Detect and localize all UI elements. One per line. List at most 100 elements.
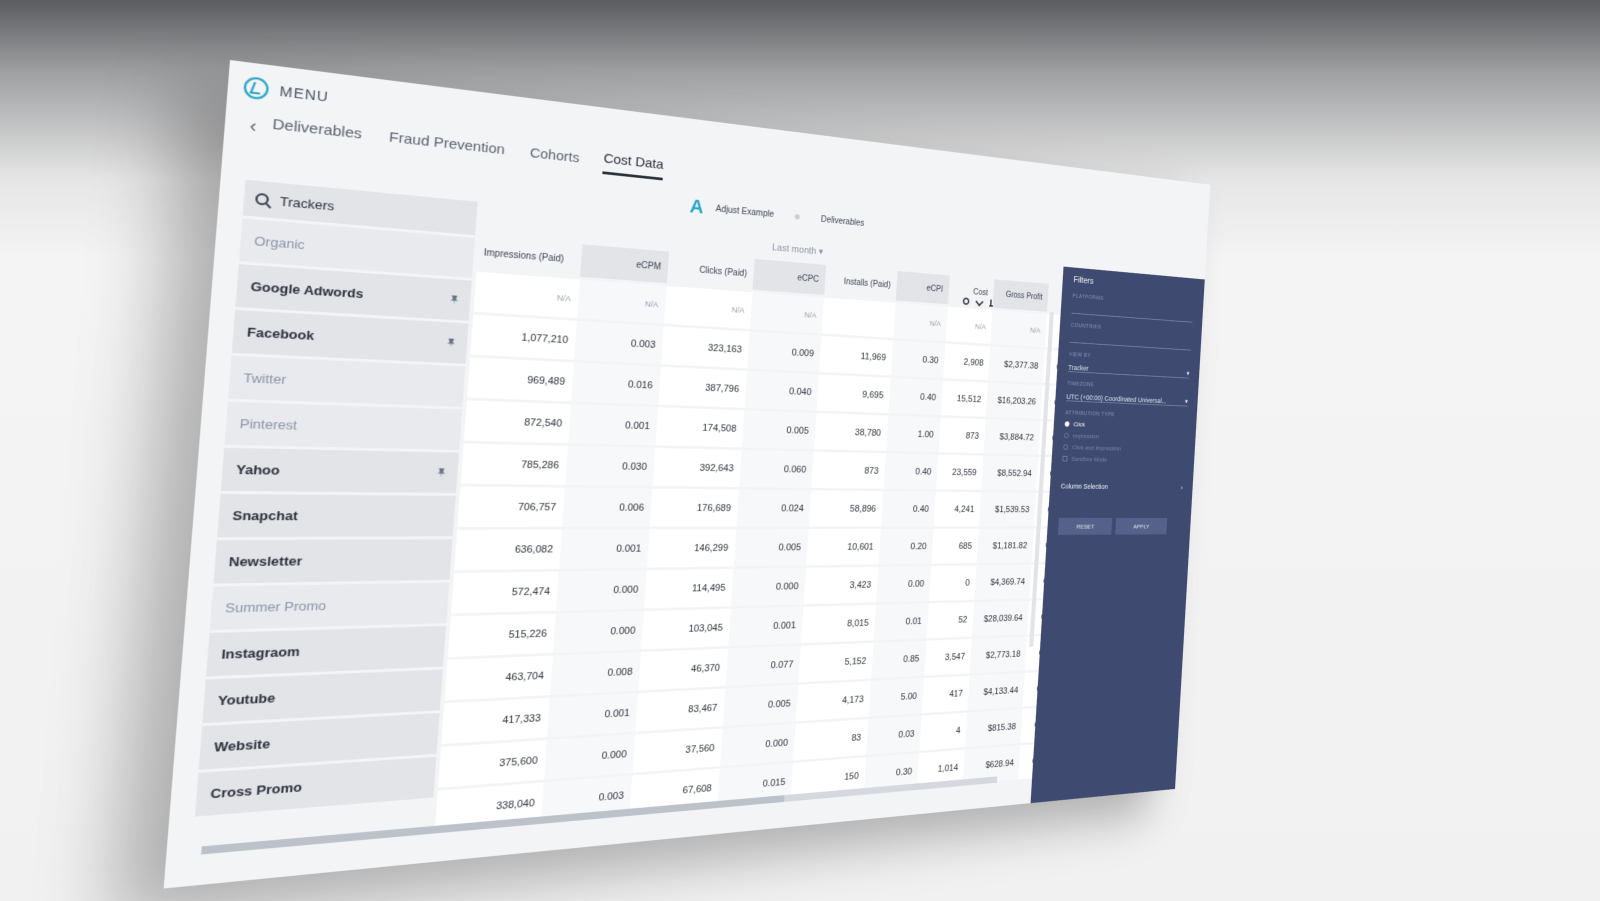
view-by-value: Tracker <box>1068 363 1089 372</box>
table-cell <box>822 298 896 338</box>
table-cell: 5,152 <box>798 643 873 682</box>
column-header[interactable]: eCPC <box>753 259 827 295</box>
tracker-row[interactable]: Instagraom <box>206 626 446 677</box>
table-cell: 146,299 <box>647 529 736 567</box>
table-cell: 8,015 <box>801 605 876 643</box>
table-cell: 11,969 <box>819 336 893 376</box>
filters-title: Filters <box>1073 275 1194 295</box>
table-cell: 872,540 <box>464 400 571 443</box>
table-cell: 15,512 <box>941 381 988 417</box>
table-cell: 375,600 <box>438 740 547 788</box>
column-selection[interactable]: Column Selection › <box>1061 482 1183 491</box>
table-cell: $3,884.72 <box>984 419 1041 454</box>
tracker-name: Cross Promo <box>210 780 303 802</box>
table-cell: 572,474 <box>451 571 559 613</box>
table-cell: 3,423 <box>804 567 879 604</box>
sandbox-checkbox[interactable]: Sandbox Mode <box>1062 455 1184 465</box>
tab-fraud-prevention[interactable]: Fraud Prevention <box>388 129 505 163</box>
table-cell: 38,780 <box>814 413 888 451</box>
tracker-row[interactable]: Newsletter <box>213 539 452 583</box>
tracker-row[interactable]: Summer Promo <box>210 582 450 629</box>
table-cell: $4,369.74 <box>974 565 1031 600</box>
table-cell: 0.001 <box>728 607 803 646</box>
table-cell: 463,704 <box>445 656 553 701</box>
tracker-name: Instagraom <box>221 644 300 662</box>
reset-button[interactable]: RESET <box>1058 518 1112 535</box>
table-cell: 37,560 <box>633 729 723 773</box>
table-cell: 4,173 <box>796 681 871 721</box>
tracker-list: Organic Google Adwords Facebook Twitter Pint… <box>195 218 475 816</box>
tracker-row[interactable]: Twitter <box>228 356 465 407</box>
table-cell: 417 <box>922 676 970 713</box>
menu-button[interactable]: MENU <box>243 76 330 108</box>
tracker-name: Twitter <box>243 370 287 387</box>
tracker-name: Yahoo <box>236 462 281 478</box>
table-cell: 0.024 <box>736 490 811 527</box>
table-cell: 1.00 <box>886 416 941 453</box>
logo-icon <box>243 76 269 101</box>
table-cell: $815.38 <box>965 709 1023 747</box>
table-cell: 0.001 <box>568 404 658 445</box>
back-chevron-icon[interactable]: ‹ <box>249 115 257 136</box>
apply-button[interactable]: APPLY <box>1115 518 1167 535</box>
table-cell: N/A <box>946 307 993 344</box>
column-header[interactable]: Clicks (Paid) <box>667 252 755 290</box>
table-cell: 176,689 <box>650 489 739 527</box>
radio-click[interactable]: Click <box>1065 420 1187 431</box>
table-cell: 103,045 <box>641 609 731 650</box>
table-cell: $2,773.18 <box>970 637 1027 674</box>
table-cell: 58,896 <box>809 490 884 526</box>
column-header[interactable]: Gross Profit <box>993 279 1049 311</box>
pin-icon[interactable] <box>437 468 446 478</box>
separator-dot <box>795 214 800 220</box>
column-header[interactable]: eCPM <box>580 244 669 283</box>
table-cell: 873 <box>939 417 986 453</box>
column-header[interactable]: Installs (Paid) <box>824 265 897 300</box>
table-cell: 417,333 <box>441 698 549 744</box>
table-cell: 515,226 <box>448 614 556 657</box>
column-header[interactable]: Impressions (Paid) <box>477 236 583 277</box>
radio-icon <box>1064 433 1069 439</box>
radio-click-and-impression-label: Click and Impression <box>1072 444 1121 452</box>
radio-impression[interactable]: Impression <box>1064 432 1186 443</box>
chevron-right-icon: › <box>1181 484 1183 491</box>
table-cell: 5.00 <box>869 678 924 716</box>
table-cell: N/A <box>893 303 947 341</box>
chevron-down-icon: ▾ <box>1185 397 1188 405</box>
table-cell: 0.000 <box>544 734 635 779</box>
table-cell: N/A <box>990 310 1047 347</box>
tracker-row[interactable]: Yahoo <box>221 448 459 493</box>
column-header[interactable]: eCPI <box>896 271 950 304</box>
table-cell: $28,039.64 <box>972 601 1029 637</box>
attribution-label: ATTRIBUTION TYPE <box>1065 410 1187 420</box>
tracker-row[interactable]: Snapchat <box>217 494 456 537</box>
pin-icon[interactable] <box>447 338 456 348</box>
table-cell: 0.01 <box>874 603 929 640</box>
table-cell: 0.85 <box>871 641 926 679</box>
table-cell: 387,796 <box>658 367 747 408</box>
table-body: N/AN/AN/AN/AN/AN/AN/AN/A1,077,2100.00332… <box>435 272 1086 832</box>
tracker-name: Pinterest <box>239 416 297 432</box>
table-cell: 392,643 <box>653 448 742 487</box>
table-cell: 0.001 <box>547 693 638 737</box>
table-cell: N/A <box>473 272 579 318</box>
table-cell: 46,370 <box>638 649 728 691</box>
tab-cohorts[interactable]: Cohorts <box>529 145 580 171</box>
tab-deliverables[interactable]: Deliverables <box>271 116 362 148</box>
pin-icon[interactable] <box>450 295 459 305</box>
table-cell: 0.008 <box>550 652 641 695</box>
table-cell: 9,695 <box>817 374 891 413</box>
tab-cost-data[interactable]: Cost Data <box>602 151 664 181</box>
table-cell: 2,908 <box>943 344 990 381</box>
column-header[interactable]: Cost <box>948 275 995 307</box>
table-cell: 0.40 <box>888 378 943 415</box>
table-cell: 0.000 <box>731 568 806 606</box>
period-selector[interactable]: Last month ▾ <box>772 242 824 257</box>
table-cell: 0.03 <box>866 716 921 755</box>
radio-impression-label: Impression <box>1073 432 1099 440</box>
table-cell: 0.030 <box>565 446 655 486</box>
radio-click-and-impression[interactable]: Click and Impression <box>1063 444 1185 454</box>
table-cell: 685 <box>931 529 978 564</box>
tracker-name: Website <box>214 736 271 754</box>
tracker-row[interactable]: Pinterest <box>224 402 462 450</box>
